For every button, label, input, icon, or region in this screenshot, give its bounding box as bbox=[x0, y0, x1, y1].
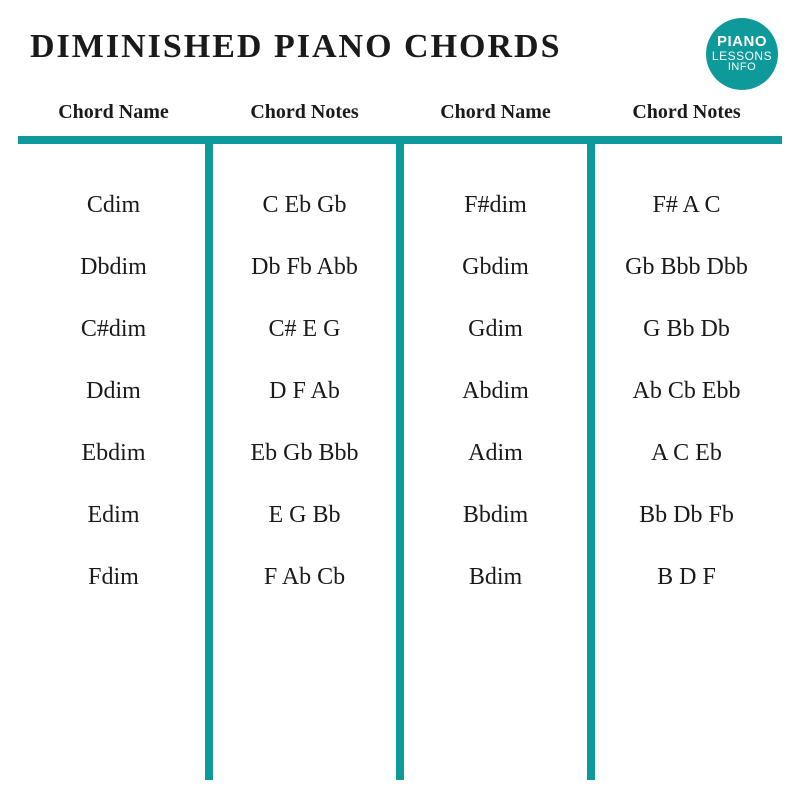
chord-name-cell: Bdim bbox=[400, 546, 591, 608]
chord-notes-cell: C# E G bbox=[209, 298, 400, 360]
column-header: Chord Name bbox=[18, 101, 209, 124]
chord-name-cell: Ddim bbox=[18, 360, 209, 422]
vertical-divider bbox=[396, 144, 404, 780]
chord-notes-cell: C Eb Gb bbox=[209, 174, 400, 236]
chord-name-cell: Gdim bbox=[400, 298, 591, 360]
chord-name-cell: Ebdim bbox=[18, 422, 209, 484]
table-body: Cdim Dbdim C#dim Ddim Ebdim Edim Fdim C … bbox=[18, 144, 782, 780]
chord-table: Chord Name Chord Notes Chord Name Chord … bbox=[18, 88, 782, 780]
vertical-divider bbox=[587, 144, 595, 780]
chord-name-cell: Adim bbox=[400, 422, 591, 484]
chord-notes-cell: A C Eb bbox=[591, 422, 782, 484]
brand-logo: PIANO LESSONS INFO bbox=[706, 18, 778, 90]
chord-name-cell: Fdim bbox=[18, 546, 209, 608]
table-column: Cdim Dbdim C#dim Ddim Ebdim Edim Fdim bbox=[18, 174, 209, 780]
chord-name-cell: Cdim bbox=[18, 174, 209, 236]
chord-notes-cell: Gb Bbb Dbb bbox=[591, 236, 782, 298]
chord-name-cell: Dbdim bbox=[18, 236, 209, 298]
table-column: C Eb Gb Db Fb Abb C# E G D F Ab Eb Gb Bb… bbox=[209, 174, 400, 780]
chord-notes-cell: F Ab Cb bbox=[209, 546, 400, 608]
column-header: Chord Name bbox=[400, 101, 591, 124]
chord-notes-cell: Db Fb Abb bbox=[209, 236, 400, 298]
chord-notes-cell: Ab Cb Ebb bbox=[591, 360, 782, 422]
table-header-row: Chord Name Chord Notes Chord Name Chord … bbox=[18, 88, 782, 136]
chord-notes-cell: Bb Db Fb bbox=[591, 484, 782, 546]
table-column: F# A C Gb Bbb Dbb G Bb Db Ab Cb Ebb A C … bbox=[591, 174, 782, 780]
chord-notes-cell: F# A C bbox=[591, 174, 782, 236]
column-header: Chord Notes bbox=[209, 101, 400, 124]
chord-name-cell: Abdim bbox=[400, 360, 591, 422]
page-title: DIMINISHED PIANO CHORDS bbox=[0, 0, 800, 66]
logo-text-line1: PIANO bbox=[717, 34, 767, 50]
logo-text-line3: INFO bbox=[728, 62, 756, 74]
chord-notes-cell: E G Bb bbox=[209, 484, 400, 546]
chord-name-cell: Gbdim bbox=[400, 236, 591, 298]
chord-notes-cell: G Bb Db bbox=[591, 298, 782, 360]
chord-name-cell: Edim bbox=[18, 484, 209, 546]
horizontal-divider bbox=[18, 136, 782, 144]
table-column: F#dim Gbdim Gdim Abdim Adim Bbdim Bdim bbox=[400, 174, 591, 780]
chord-name-cell: C#dim bbox=[18, 298, 209, 360]
chord-notes-cell: D F Ab bbox=[209, 360, 400, 422]
chord-notes-cell: B D F bbox=[591, 546, 782, 608]
chord-name-cell: Bbdim bbox=[400, 484, 591, 546]
chord-notes-cell: Eb Gb Bbb bbox=[209, 422, 400, 484]
vertical-divider bbox=[205, 144, 213, 780]
chord-name-cell: F#dim bbox=[400, 174, 591, 236]
column-header: Chord Notes bbox=[591, 101, 782, 124]
